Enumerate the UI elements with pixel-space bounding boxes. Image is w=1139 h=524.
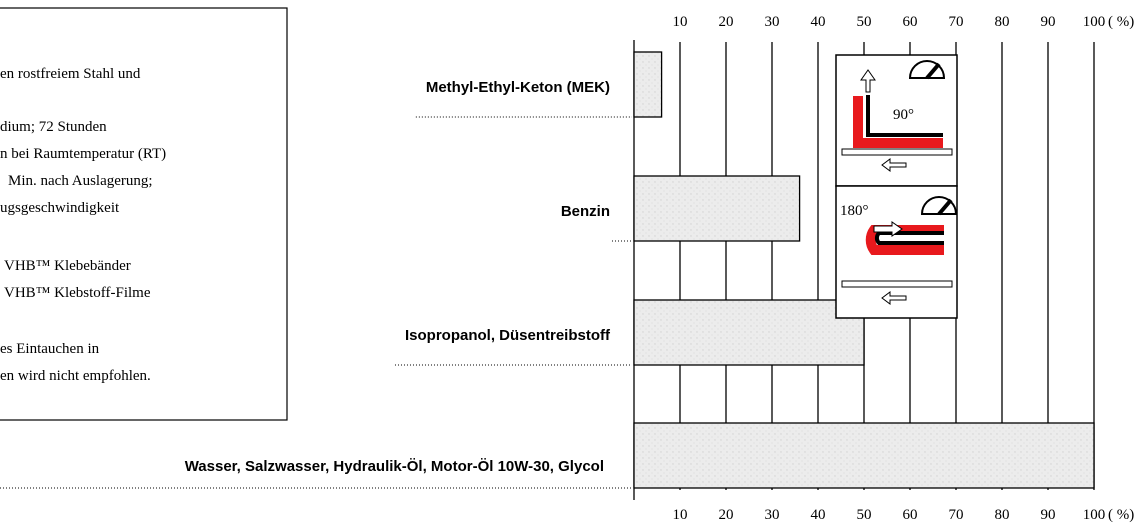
diagram-label: 180° bbox=[840, 203, 869, 219]
x-tick-label: 60 bbox=[903, 14, 918, 30]
note-line: en wird nicht empfohlen. bbox=[0, 368, 151, 384]
x-tick-label: 90 bbox=[1041, 507, 1056, 523]
x-tick-label: 30 bbox=[765, 507, 780, 523]
note-line: VHB™ Klebebänder bbox=[4, 258, 131, 274]
x-tick-label: 80 bbox=[995, 14, 1010, 30]
x-tick-label: 70 bbox=[949, 507, 964, 523]
x-tick-label: 90 bbox=[1041, 14, 1056, 30]
x-tick-label: 70 bbox=[949, 14, 964, 30]
note-line: n bei Raumtemperatur (RT) bbox=[0, 146, 166, 162]
note-line: dium; 72 Stunden bbox=[0, 119, 107, 135]
x-tick-label: 80 bbox=[995, 507, 1010, 523]
category-label: Wasser, Salzwasser, Hydraulik-Öl, Motor-… bbox=[185, 458, 604, 475]
x-tick-label: 10 bbox=[673, 507, 688, 523]
bar bbox=[634, 52, 662, 117]
bar bbox=[634, 176, 800, 241]
diagram-label: 90° bbox=[893, 107, 914, 123]
note-line: ugsgeschwindigkeit bbox=[0, 200, 120, 216]
x-tick-label: 50 bbox=[857, 507, 872, 523]
x-tick-label: 40 bbox=[811, 14, 826, 30]
x-tick-label: 60 bbox=[903, 507, 918, 523]
x-tick-label: 20 bbox=[719, 507, 734, 523]
peel-icon bbox=[836, 55, 957, 318]
category-label: Methyl-Ethyl-Keton (MEK) bbox=[426, 79, 610, 96]
note-line: Min. nach Auslagerung; bbox=[8, 173, 153, 189]
bar bbox=[634, 300, 864, 365]
category-label: Isopropanol, Düsentreibstoff bbox=[405, 327, 611, 344]
x-axis-label: ( %) bbox=[1108, 14, 1134, 30]
note-line: es Eintauchen in bbox=[0, 341, 100, 357]
x-tick-label: 50 bbox=[857, 14, 872, 30]
x-tick-label: 30 bbox=[765, 14, 780, 30]
category-label: Benzin bbox=[561, 203, 610, 220]
x-tick-label: 40 bbox=[811, 507, 826, 523]
page: {"chart_data": {"type": "bar", "orientat… bbox=[0, 0, 1139, 524]
x-tick-label: 20 bbox=[719, 14, 734, 30]
x-tick-label: 100 bbox=[1083, 507, 1106, 523]
x-tick-label: 10 bbox=[673, 14, 688, 30]
chart: en rostfreiem Stahl und dium; 72 Stunden n… bbox=[0, 0, 1139, 524]
x-axis-label: ( %) bbox=[1108, 507, 1134, 523]
x-tick-label: 100 bbox=[1083, 14, 1106, 30]
bar bbox=[634, 423, 1094, 488]
note-line: VHB™ Klebstoff-Filme bbox=[4, 285, 151, 301]
note-line: en rostfreiem Stahl und bbox=[0, 66, 141, 82]
